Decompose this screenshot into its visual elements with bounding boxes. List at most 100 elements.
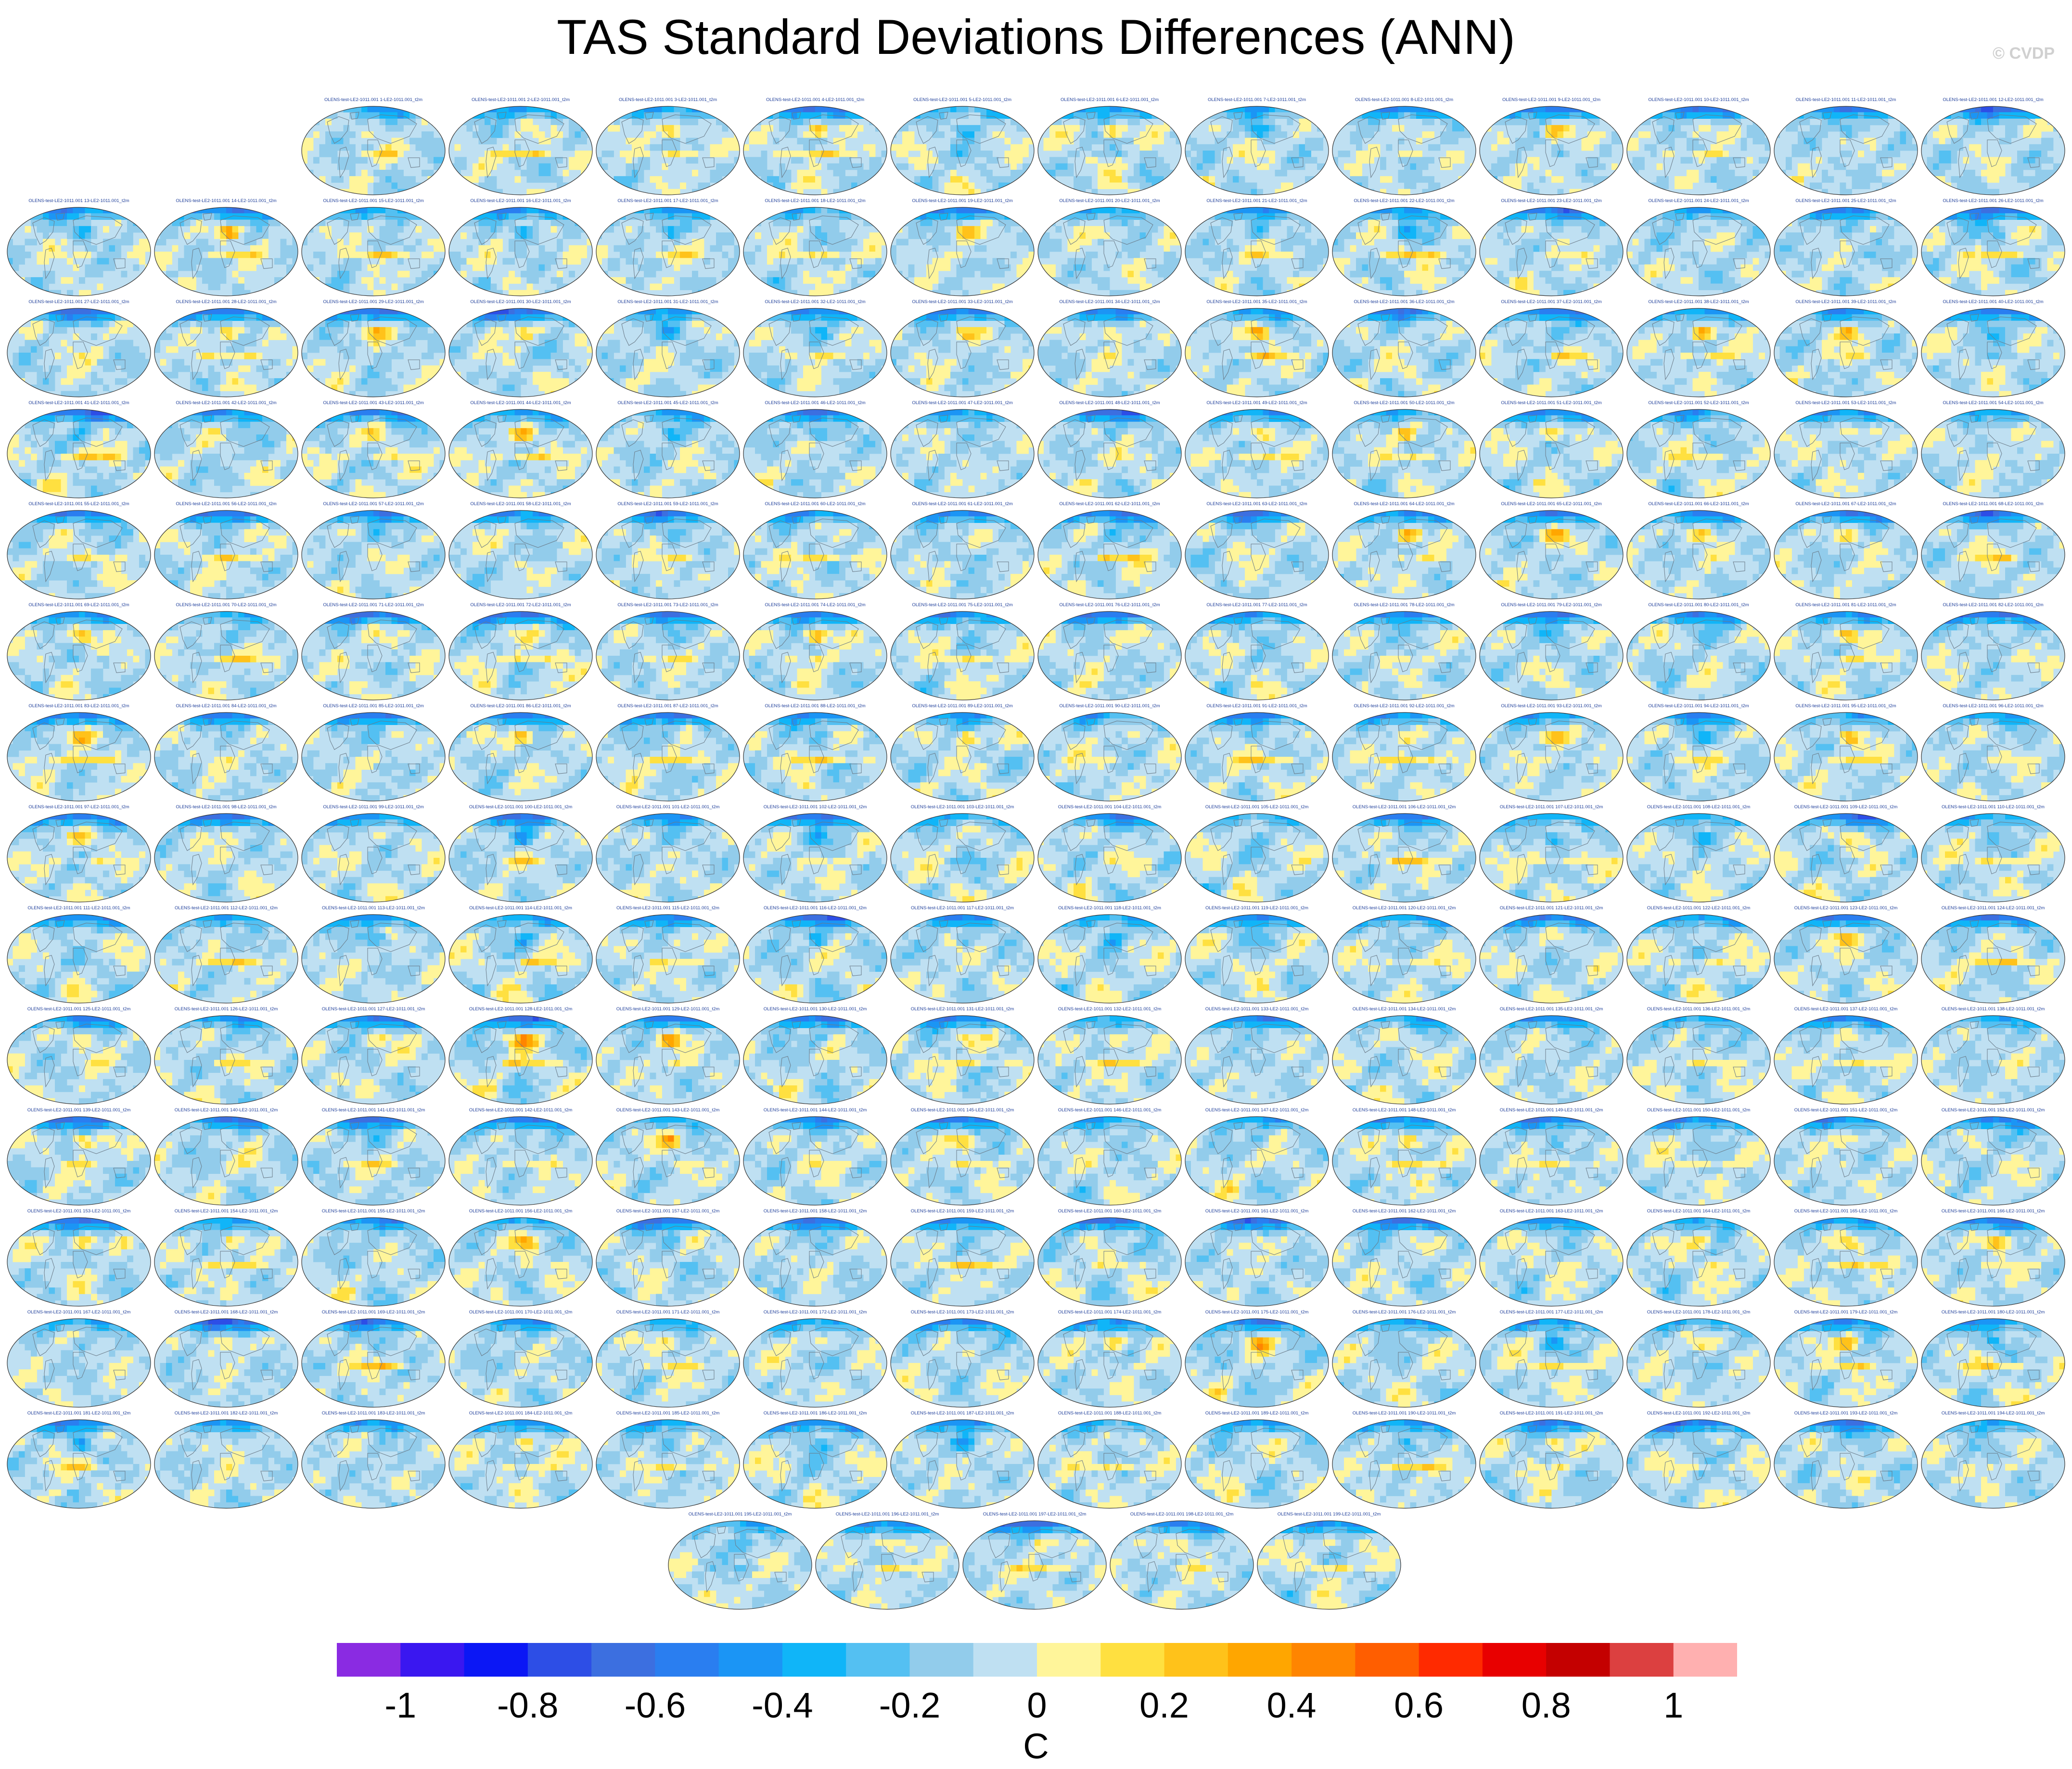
ensemble-member-panel: OLENS-test-LE2-1011.001 86-LE2-1011.001_… xyxy=(448,702,593,802)
ensemble-member-panel: OLENS-test-LE2-1011.001 181-LE2-1011.001… xyxy=(7,1410,151,1509)
panel-label: OLENS-test-LE2-1011.001 63-LE2-1011.001_… xyxy=(1185,500,1329,508)
ensemble-member-panel: OLENS-test-LE2-1011.001 16-LE2-1011.001_… xyxy=(448,197,593,296)
panel-label: OLENS-test-LE2-1011.001 78-LE2-1011.001_… xyxy=(1332,601,1476,609)
panel-label: OLENS-test-LE2-1011.001 17-LE2-1011.001_… xyxy=(596,197,740,205)
panel-label: OLENS-test-LE2-1011.001 47-LE2-1011.001_… xyxy=(890,399,1035,407)
panel-map xyxy=(154,207,298,296)
panel-map xyxy=(890,510,1035,599)
panel-label: OLENS-test-LE2-1011.001 138-LE2-1011.001… xyxy=(1921,1005,2065,1013)
ensemble-member-panel: OLENS-test-LE2-1011.001 133-LE2-1011.001… xyxy=(1185,1005,1329,1105)
panel-map xyxy=(1774,409,1918,498)
panel-map xyxy=(448,1217,593,1307)
panel-map xyxy=(7,1419,151,1509)
panel-map xyxy=(1479,1419,1624,1509)
panel-map xyxy=(1037,1015,1182,1105)
ensemble-member-panel: OLENS-test-LE2-1011.001 7-LE2-1011.001_t… xyxy=(1185,96,1329,195)
panel-map xyxy=(743,1015,887,1105)
panel-label: OLENS-test-LE2-1011.001 105-LE2-1011.001… xyxy=(1185,803,1329,811)
colorbar-cell xyxy=(1292,1643,1356,1677)
ensemble-member-panel: OLENS-test-LE2-1011.001 156-LE2-1011.001… xyxy=(448,1208,593,1307)
ensemble-member-panel: OLENS-test-LE2-1011.001 118-LE2-1011.001… xyxy=(1037,904,1182,1004)
panel-label: OLENS-test-LE2-1011.001 62-LE2-1011.001_… xyxy=(1037,500,1182,508)
panel-label: OLENS-test-LE2-1011.001 172-LE2-1011.001… xyxy=(743,1309,887,1316)
panel-label: OLENS-test-LE2-1011.001 8-LE2-1011.001_t… xyxy=(1332,96,1476,104)
panel-map xyxy=(1185,611,1329,700)
ensemble-member-panel: OLENS-test-LE2-1011.001 117-LE2-1011.001… xyxy=(890,904,1035,1004)
colorbar-cell xyxy=(1355,1643,1420,1677)
ensemble-member-panel: OLENS-test-LE2-1011.001 31-LE2-1011.001_… xyxy=(596,298,740,397)
panel-map xyxy=(154,712,298,802)
panel-map xyxy=(596,510,740,599)
colorbar-tick-labels: -1 -0.8 -0.6 -0.4 -0.2 0 0.2 0.4 0.6 0.8 1 xyxy=(0,1684,2072,1732)
ensemble-member-panel: OLENS-test-LE2-1011.001 173-LE2-1011.001… xyxy=(890,1309,1035,1408)
ensemble-member-panel: OLENS-test-LE2-1011.001 29-LE2-1011.001_… xyxy=(301,298,446,397)
panel-map xyxy=(301,106,446,195)
panel-map xyxy=(890,712,1035,802)
ensemble-member-panel: OLENS-test-LE2-1011.001 88-LE2-1011.001_… xyxy=(743,702,887,802)
panel-map xyxy=(890,1419,1035,1509)
panel-map xyxy=(1185,914,1329,1004)
panel-label: OLENS-test-LE2-1011.001 140-LE2-1011.001… xyxy=(154,1107,298,1114)
panel-map xyxy=(7,914,151,1004)
ensemble-member-panel: OLENS-test-LE2-1011.001 36-LE2-1011.001_… xyxy=(1332,298,1476,397)
panel-map xyxy=(596,1015,740,1105)
panel-label: OLENS-test-LE2-1011.001 95-LE2-1011.001_… xyxy=(1774,702,1918,710)
panel-label: OLENS-test-LE2-1011.001 129-LE2-1011.001… xyxy=(596,1005,740,1013)
panel-label: OLENS-test-LE2-1011.001 29-LE2-1011.001_… xyxy=(301,298,446,306)
colorbar-cell xyxy=(1546,1643,1611,1677)
panel-label: OLENS-test-LE2-1011.001 73-LE2-1011.001_… xyxy=(596,601,740,609)
panel-map xyxy=(1626,712,1771,802)
panel-label: OLENS-test-LE2-1011.001 114-LE2-1011.001… xyxy=(448,904,593,912)
panel-map xyxy=(1626,207,1771,296)
panel-map xyxy=(1185,1116,1329,1206)
ensemble-member-panel: OLENS-test-LE2-1011.001 65-LE2-1011.001_… xyxy=(1479,500,1624,599)
ensemble-member-panel: OLENS-test-LE2-1011.001 13-LE2-1011.001_… xyxy=(7,197,151,296)
ensemble-member-panel: OLENS-test-LE2-1011.001 68-LE2-1011.001_… xyxy=(1921,500,2065,599)
panel-label: OLENS-test-LE2-1011.001 85-LE2-1011.001_… xyxy=(301,702,446,710)
panel-map xyxy=(1774,813,1918,903)
panel-label: OLENS-test-LE2-1011.001 77-LE2-1011.001_… xyxy=(1185,601,1329,609)
panel-label: OLENS-test-LE2-1011.001 179-LE2-1011.001… xyxy=(1774,1309,1918,1316)
panel-map xyxy=(1626,308,1771,397)
panel-label: OLENS-test-LE2-1011.001 169-LE2-1011.001… xyxy=(301,1309,446,1316)
ensemble-member-panel: OLENS-test-LE2-1011.001 52-LE2-1011.001_… xyxy=(1626,399,1771,498)
ensemble-member-panel: OLENS-test-LE2-1011.001 12-LE2-1011.001_… xyxy=(1921,96,2065,195)
panel-map xyxy=(1921,207,2065,296)
panel-map xyxy=(890,914,1035,1004)
panel-label: OLENS-test-LE2-1011.001 162-LE2-1011.001… xyxy=(1332,1208,1476,1215)
ensemble-member-panel: OLENS-test-LE2-1011.001 138-LE2-1011.001… xyxy=(1921,1005,2065,1105)
panel-map xyxy=(1921,1419,2065,1509)
panel-map xyxy=(1037,106,1182,195)
panel-label: OLENS-test-LE2-1011.001 12-LE2-1011.001_… xyxy=(1921,96,2065,104)
panel-label: OLENS-test-LE2-1011.001 48-LE2-1011.001_… xyxy=(1037,399,1182,407)
ensemble-member-panel: OLENS-test-LE2-1011.001 129-LE2-1011.001… xyxy=(596,1005,740,1105)
ensemble-member-panel: OLENS-test-LE2-1011.001 1-LE2-1011.001_t… xyxy=(301,96,446,195)
ensemble-member-panel: OLENS-test-LE2-1011.001 172-LE2-1011.001… xyxy=(743,1309,887,1408)
panel-label: OLENS-test-LE2-1011.001 150-LE2-1011.001… xyxy=(1626,1107,1771,1114)
panel-label: OLENS-test-LE2-1011.001 30-LE2-1011.001_… xyxy=(448,298,593,306)
panel-label: OLENS-test-LE2-1011.001 19-LE2-1011.001_… xyxy=(890,197,1035,205)
panel-map xyxy=(1774,308,1918,397)
panel-map xyxy=(1037,813,1182,903)
panel-label: OLENS-test-LE2-1011.001 196-LE2-1011.001… xyxy=(815,1511,959,1518)
panel-map xyxy=(1921,712,2065,802)
panel-map xyxy=(596,611,740,700)
panel-label: OLENS-test-LE2-1011.001 149-LE2-1011.001… xyxy=(1479,1107,1624,1114)
panel-map xyxy=(668,1520,812,1610)
ensemble-member-panel: OLENS-test-LE2-1011.001 116-LE2-1011.001… xyxy=(743,904,887,1004)
ensemble-member-panel: OLENS-test-LE2-1011.001 178-LE2-1011.001… xyxy=(1626,1309,1771,1408)
panel-label: OLENS-test-LE2-1011.001 198-LE2-1011.001… xyxy=(1110,1511,1254,1518)
panel-label: OLENS-test-LE2-1011.001 142-LE2-1011.001… xyxy=(448,1107,593,1114)
ensemble-member-panel: OLENS-test-LE2-1011.001 122-LE2-1011.001… xyxy=(1626,904,1771,1004)
panel-map xyxy=(1774,1116,1918,1206)
ensemble-member-panel: OLENS-test-LE2-1011.001 37-LE2-1011.001_… xyxy=(1479,298,1624,397)
panel-label: OLENS-test-LE2-1011.001 31-LE2-1011.001_… xyxy=(596,298,740,306)
panel-map xyxy=(448,207,593,296)
panel-map xyxy=(1332,1217,1476,1307)
panel-map xyxy=(1774,712,1918,802)
panel-label: OLENS-test-LE2-1011.001 154-LE2-1011.001… xyxy=(154,1208,298,1215)
panel-label: OLENS-test-LE2-1011.001 28-LE2-1011.001_… xyxy=(154,298,298,306)
panel-label: OLENS-test-LE2-1011.001 72-LE2-1011.001_… xyxy=(448,601,593,609)
panel-map xyxy=(1332,1318,1476,1408)
ensemble-member-panel: OLENS-test-LE2-1011.001 119-LE2-1011.001… xyxy=(1185,904,1329,1004)
